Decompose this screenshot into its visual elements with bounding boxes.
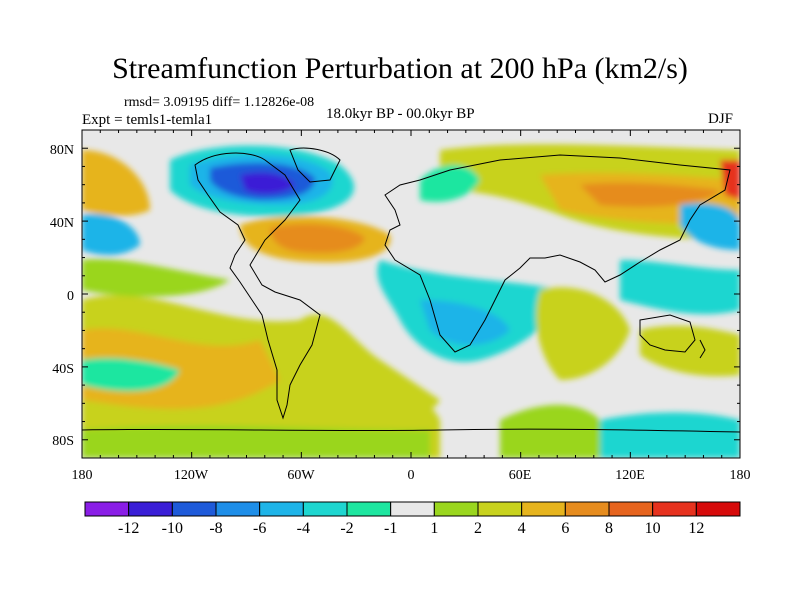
colorbar-swatch xyxy=(259,501,304,517)
colorbar-label: 1 xyxy=(430,520,439,537)
colorbar-swatch xyxy=(521,501,566,517)
colorbar-label: -8 xyxy=(209,520,223,537)
experiment-label: Expt = temls1-temla1 xyxy=(82,112,213,128)
colorbar-swatch xyxy=(695,501,741,517)
colorbar-label: 6 xyxy=(561,520,570,537)
colorbar-swatch xyxy=(128,501,173,517)
lat-label-0: 0 xyxy=(67,289,74,304)
colorbar-label: -1 xyxy=(383,520,398,537)
colorbar xyxy=(84,501,741,517)
colorbar-label: 2 xyxy=(474,520,482,537)
colorbar-label: -2 xyxy=(340,520,354,537)
colorbar-swatch xyxy=(433,501,479,517)
lon-label-60e: 60E xyxy=(508,468,532,483)
colorbar-swatch xyxy=(302,501,348,517)
colorbar-label: -4 xyxy=(296,520,310,537)
colorbar-label: 10 xyxy=(644,520,661,537)
plot-title: Streamfunction Perturbation at 200 hPa (… xyxy=(112,52,688,85)
colorbar-swatch xyxy=(564,501,610,517)
colorbar-swatch xyxy=(477,501,523,517)
colorbar-swatch xyxy=(346,501,392,517)
axis-ticks xyxy=(81,129,741,459)
lon-label-180w: 180 xyxy=(71,468,93,483)
lat-label-40s: 40S xyxy=(52,362,74,377)
contour-field xyxy=(82,130,740,458)
colorbar-label: -6 xyxy=(252,520,267,537)
lon-label-120e: 120E xyxy=(615,468,645,483)
lon-label-180e: 180 xyxy=(729,468,751,483)
colorbar-swatch xyxy=(84,501,130,517)
colorbar-swatch xyxy=(608,501,654,517)
rmsd-stats: rmsd= 3.09195 diff= 1.12826e-08 xyxy=(124,95,315,110)
lat-label-80n: 80N xyxy=(49,143,74,158)
lon-label-0: 0 xyxy=(407,468,415,483)
colorbar-label: 12 xyxy=(688,520,705,537)
colorbar-label: -10 xyxy=(161,520,183,537)
colorbar-label: -12 xyxy=(117,520,140,537)
colorbar-swatch xyxy=(215,501,261,517)
lon-label-120w: 120W xyxy=(173,468,209,483)
season-label: DJF xyxy=(708,111,734,127)
colorbar-label: 4 xyxy=(517,520,526,537)
lat-label-80s: 80S xyxy=(52,434,74,449)
coastlines xyxy=(82,147,740,433)
colorbar-swatch xyxy=(390,501,435,517)
lon-label-60w: 60W xyxy=(287,468,315,483)
lat-label-40n: 40N xyxy=(49,216,74,231)
colorbar-label: 8 xyxy=(605,520,613,537)
period-label: 18.0kyr BP - 00.0kyr BP xyxy=(326,106,475,122)
colorbar-swatch xyxy=(171,501,217,517)
colorbar-swatch xyxy=(652,501,697,517)
